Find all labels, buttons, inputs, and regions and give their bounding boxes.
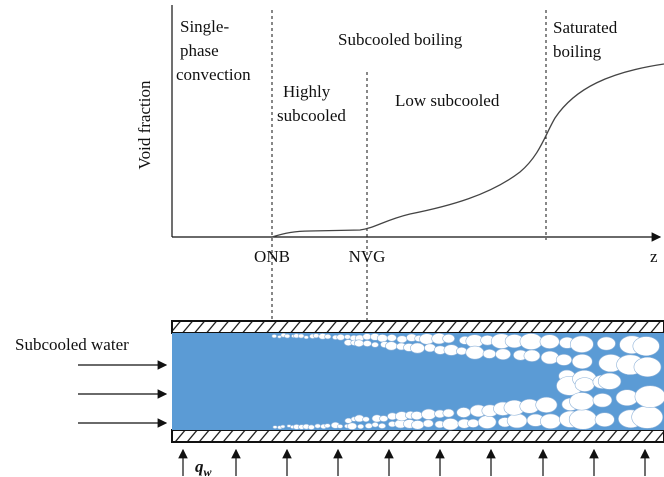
heat-flux-label: qw [195,457,213,477]
bubble [324,423,331,429]
region-label: Single- [180,17,229,36]
bubble [362,333,372,341]
inlet-label: Subcooled water [15,335,129,354]
bubble [298,333,305,339]
region-label: Subcooled boiling [338,30,463,49]
bubble [632,336,660,357]
bubble [597,372,622,390]
bubble [477,415,497,429]
bubble [303,335,309,340]
bubble [371,422,379,428]
bubble [336,334,346,341]
bubble [633,356,662,378]
bubble [337,424,344,429]
void-fraction-curve [271,63,664,238]
bubble [386,334,397,342]
bubble [519,333,543,350]
bubble [353,339,365,347]
y-label: Void fraction [135,80,154,169]
marker-label: NVG [349,247,386,266]
bubble [495,348,511,361]
bubble [506,413,528,429]
bubble [362,340,372,347]
bubble [596,336,616,351]
region-label: subcooled [277,106,346,125]
bubble [314,423,321,429]
bubble [271,334,277,339]
bubbles [271,333,664,431]
bubble [523,349,541,362]
bubble [571,353,593,370]
bubble [594,412,615,427]
bubble [362,416,370,423]
bubble [378,423,387,429]
region-label: Saturated [553,18,618,37]
bubble [421,408,437,420]
bubble [284,333,291,339]
bubble [371,341,379,348]
bubble [442,333,455,344]
bubble [379,415,389,422]
region-label: phase [180,41,219,60]
bubble [539,413,562,429]
bubble [631,405,664,429]
bubble [347,422,358,430]
region-label: convection [176,65,251,84]
bubble [569,392,595,411]
bubble [385,341,398,351]
bubble [410,342,425,354]
bubble [465,345,485,360]
bubble [442,408,455,418]
region-label: boiling [553,42,602,61]
bubble [568,409,598,430]
bubble [574,377,595,392]
bubble [410,411,423,421]
bubble [344,334,351,340]
bubble [307,424,315,430]
bubble [634,385,664,408]
bubble [467,418,480,428]
heat-arrows [178,448,650,476]
bubble [312,333,320,339]
bubble [396,335,408,344]
bubble [376,334,388,343]
bubble [442,418,459,431]
bubble [535,396,558,413]
region-label: Low subcooled [395,91,500,110]
bubble [280,424,286,429]
marker-label: ONB [254,247,290,266]
bubble [592,393,613,408]
bubble [482,348,497,359]
bubble [540,350,560,365]
bubble [422,419,434,428]
bubble [456,407,471,418]
pipe-wall [171,429,664,443]
region-label: Highly [283,82,331,101]
bubble [272,425,278,429]
bubble [456,347,468,356]
bubble [424,343,436,353]
bubble [555,353,573,366]
bubble [411,420,425,430]
bubble [364,422,373,429]
bubble [357,423,365,430]
bubble [539,334,560,349]
bubble [569,335,594,353]
bubble [324,334,332,340]
x-label: z [650,247,658,266]
pipe-wall [171,320,664,334]
